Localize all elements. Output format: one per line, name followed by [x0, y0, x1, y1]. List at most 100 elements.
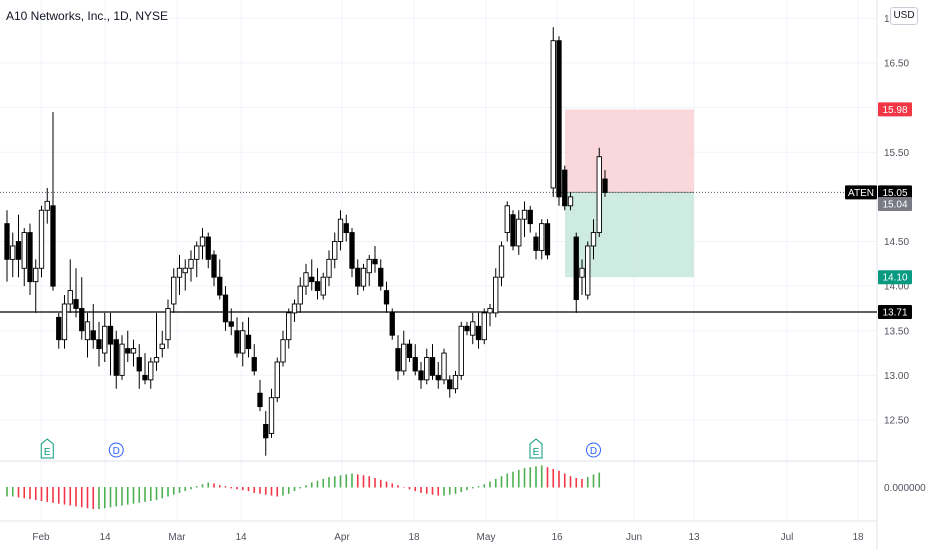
candle-body — [481, 312, 487, 341]
candle-body — [383, 290, 390, 305]
stop-price-tag: 15.98 — [878, 102, 912, 117]
earnings-label: E — [44, 447, 51, 458]
price-tick-label: 17 — [884, 14, 896, 25]
candle — [441, 348, 447, 385]
candle — [280, 330, 286, 367]
candle-body — [447, 379, 453, 390]
target-price-tag: 14.10 — [878, 270, 912, 285]
candle — [199, 228, 206, 260]
candle-body — [159, 343, 165, 350]
candle-body — [418, 370, 424, 381]
candle — [130, 339, 137, 367]
candle — [21, 228, 27, 287]
candle — [596, 147, 602, 238]
time-tick-label: 18 — [408, 532, 420, 543]
candle — [573, 232, 579, 313]
candle — [44, 187, 50, 224]
candle-body — [303, 272, 309, 287]
candle-body — [245, 334, 252, 350]
candle — [372, 245, 378, 273]
candle-body — [562, 169, 568, 207]
candle-body — [556, 40, 562, 198]
earnings-marker[interactable]: E — [40, 438, 54, 459]
candle-body — [263, 424, 269, 439]
candle — [464, 321, 470, 336]
candle-body — [412, 357, 418, 372]
candle — [435, 361, 441, 389]
price-tick-label: 16.50 — [884, 59, 909, 70]
candle — [286, 308, 292, 349]
candle-body — [130, 348, 137, 354]
candle-body — [217, 276, 223, 296]
candle-body — [125, 348, 131, 354]
candle-body — [56, 316, 62, 341]
price-tick-label: 13.50 — [884, 326, 909, 337]
time-tick-label: 18 — [852, 532, 864, 543]
earnings-marker[interactable]: E — [529, 438, 543, 459]
candle — [349, 228, 355, 278]
candle-body — [320, 276, 326, 296]
candle-body — [366, 258, 372, 274]
candle — [38, 205, 45, 278]
candle — [498, 241, 505, 287]
candle-body — [153, 357, 160, 363]
candle — [406, 339, 413, 362]
price-tag-bg — [878, 185, 912, 200]
candle — [544, 219, 551, 260]
dividend-marker[interactable]: D — [108, 442, 124, 458]
candle-body — [240, 330, 246, 354]
price-tag-text: 15.05 — [882, 188, 907, 199]
candle — [119, 335, 125, 380]
candle — [527, 205, 533, 233]
time-tick-label: Jun — [626, 532, 642, 543]
price-axis[interactable]: 12.5013.0013.5014.0014.5015.0015.5016.50… — [884, 14, 926, 494]
candle — [556, 36, 562, 206]
symbol-price-tag: ATEN — [845, 185, 877, 200]
candle — [585, 241, 591, 300]
position-zones[interactable] — [565, 109, 694, 278]
candle-body — [10, 245, 16, 260]
candle — [291, 299, 298, 322]
dividend-marker[interactable]: D — [586, 442, 601, 458]
candle-body — [579, 267, 585, 278]
dividend-icon — [108, 442, 124, 458]
time-tick-label: 16 — [551, 532, 563, 543]
candle — [182, 259, 188, 291]
candle-body — [176, 267, 183, 278]
currency-badge[interactable]: USD — [890, 7, 918, 25]
time-tick-label: May — [477, 532, 496, 543]
candle — [79, 277, 85, 340]
time-tick-label: Apr — [334, 532, 350, 543]
candle — [550, 27, 556, 197]
price-tick-label: 15.50 — [884, 148, 909, 159]
candle — [429, 344, 436, 380]
candle-body — [389, 312, 395, 336]
candle — [533, 232, 539, 260]
candle — [562, 165, 568, 211]
time-axis[interactable]: Feb 14 Mar 14 Apr 18 May 16 Jun 13 Jul 18 — [32, 532, 864, 543]
candle — [176, 254, 183, 296]
candle — [10, 232, 16, 278]
candle-body — [372, 258, 378, 265]
candle — [217, 259, 223, 300]
candlestick-series — [4, 27, 608, 456]
candle-body — [349, 232, 355, 269]
oscillator-series — [6, 465, 601, 510]
candle-body — [309, 276, 315, 283]
candle — [355, 259, 361, 296]
candle — [470, 312, 476, 345]
price-tick-label: 13.00 — [884, 371, 909, 382]
candle — [487, 303, 493, 327]
candle — [4, 210, 10, 282]
candle-body — [337, 218, 344, 242]
candle — [521, 201, 528, 238]
candle — [510, 210, 516, 251]
candle-body — [182, 267, 188, 274]
candle-body — [487, 307, 493, 314]
candle — [418, 361, 424, 389]
candle-body — [199, 236, 206, 247]
candle-body — [452, 374, 459, 390]
time-tick-label: 14 — [235, 532, 247, 543]
